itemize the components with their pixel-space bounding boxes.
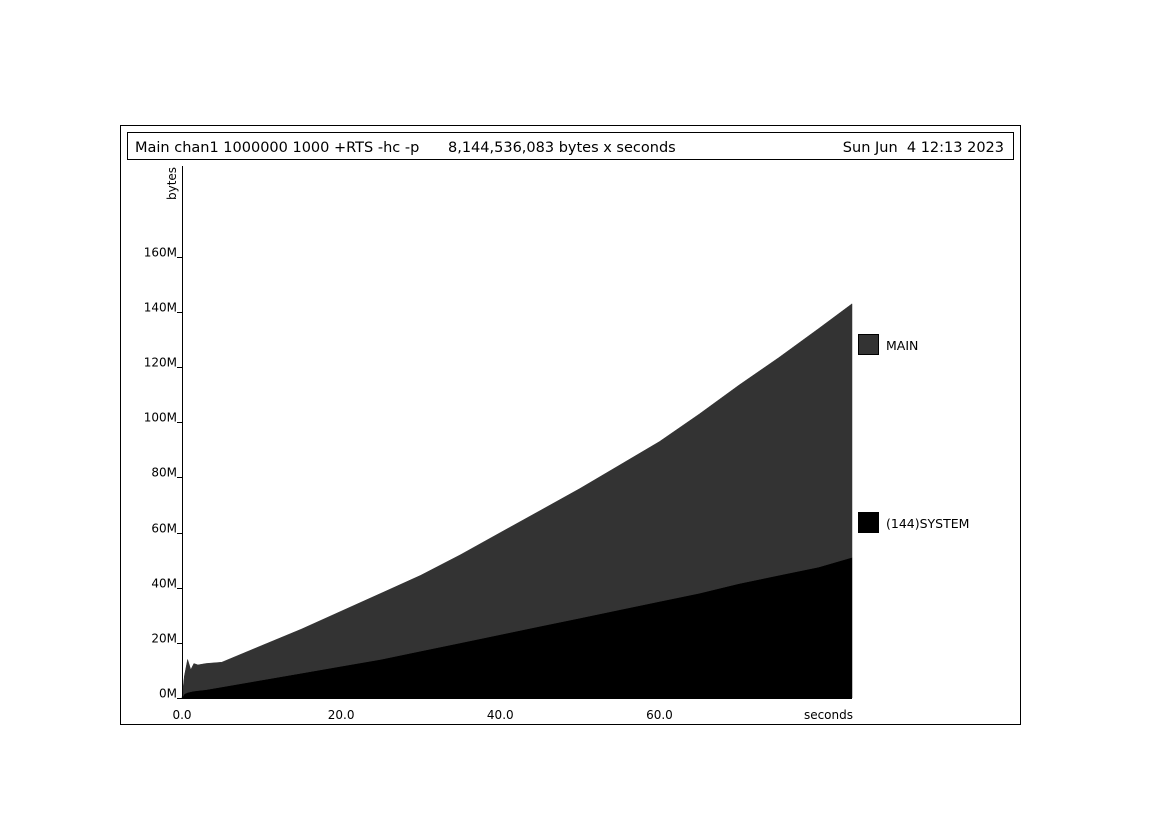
header-summary: 8,144,536,083 bytes x seconds [448,140,676,156]
x-tick-label: 40.0 [487,708,514,722]
series-layer [181,303,853,699]
y-tick-label: 40M [151,577,177,591]
chart-frame [120,125,1021,725]
y-tick-label: 0M [159,687,177,701]
x-tick-label: 0.0 [172,708,191,722]
series-area-main [181,303,853,699]
header-box [127,132,1014,160]
legend: (144)SYSTEM MAIN [858,334,969,533]
legend-label: (144)SYSTEM [886,516,969,531]
legend-label: MAIN [886,338,918,353]
legend-swatch [858,512,879,533]
y-tick-label: 80M [151,466,177,480]
y-tick-label: 160M [144,246,177,260]
header-title: Main chan1 1000000 1000 +RTS -hc -p [135,140,419,156]
y-axis-label: bytes [165,167,179,200]
y-tick-label: 140M [144,301,177,315]
x-tick-label: 20.0 [328,708,355,722]
x-axis-label: seconds [804,708,853,722]
y-tick-label: 20M [151,632,177,646]
tick-layer: 0M 20M 40M 60M 80M 100M 120M 140M 160M 0.0 20.0 40.… [144,246,673,723]
header-date: Sun Jun 4 12:13 2023 [843,140,1004,156]
x-tick-label: 60.0 [646,708,673,722]
legend-swatch [858,334,879,355]
y-tick-label: 100M [144,411,177,425]
y-tick-label: 120M [144,356,177,370]
axis-layer [182,166,852,699]
y-tick-label: 60M [151,522,177,536]
